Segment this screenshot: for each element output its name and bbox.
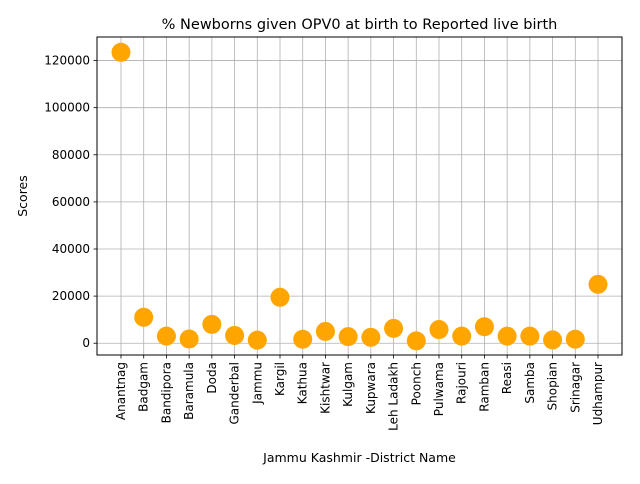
x-axis-label: Jammu Kashmir -District Name bbox=[262, 450, 456, 465]
data-point bbox=[134, 307, 154, 327]
data-point bbox=[315, 321, 335, 341]
data-point bbox=[270, 287, 290, 307]
x-tick-label: Rajouri bbox=[455, 362, 469, 404]
data-point bbox=[497, 326, 517, 346]
x-tick-label: Leh Ladakh bbox=[387, 362, 401, 431]
x-tick-label: Badgam bbox=[137, 362, 151, 412]
data-point bbox=[293, 329, 313, 349]
y-tick-label: 120000 bbox=[44, 54, 90, 68]
data-point bbox=[361, 327, 381, 347]
x-tick-label: Udhampur bbox=[591, 362, 605, 425]
x-tick-label: Anantnag bbox=[114, 362, 128, 420]
y-tick-label: 20000 bbox=[52, 289, 90, 303]
data-point bbox=[247, 330, 267, 350]
x-axis-ticks: Anantnag Badgam Bandipora Baramula Doda Gande… bbox=[114, 355, 605, 431]
y-tick-label: 0 bbox=[82, 336, 90, 350]
data-point bbox=[520, 326, 540, 346]
grid bbox=[97, 37, 622, 355]
x-tick-label: Samba bbox=[523, 362, 537, 404]
data-point bbox=[429, 320, 449, 340]
x-tick-label: Kishtwar bbox=[318, 362, 332, 414]
x-tick-label: Shopian bbox=[546, 362, 560, 410]
y-tick-label: 60000 bbox=[52, 195, 90, 209]
data-point bbox=[406, 331, 426, 351]
data-points bbox=[111, 42, 608, 351]
x-tick-label: Jammu bbox=[250, 362, 264, 405]
y-tick-label: 80000 bbox=[52, 148, 90, 162]
x-tick-label: Poonch bbox=[409, 362, 423, 405]
data-point bbox=[474, 317, 494, 337]
y-tick-label: 40000 bbox=[52, 242, 90, 256]
data-point bbox=[179, 329, 199, 349]
x-tick-label: Kargil bbox=[273, 362, 287, 396]
data-point bbox=[111, 42, 131, 62]
data-point bbox=[384, 318, 404, 338]
x-tick-label: Reasi bbox=[500, 362, 514, 394]
y-axis-label: Scores bbox=[15, 175, 30, 217]
chart-title: % Newborns given OPV0 at birth to Report… bbox=[162, 17, 558, 33]
x-tick-label: Srinagar bbox=[568, 362, 582, 413]
data-point bbox=[156, 326, 176, 346]
x-tick-label: Kathua bbox=[296, 362, 310, 404]
data-point bbox=[565, 329, 585, 349]
x-tick-label: Ganderbal bbox=[228, 362, 242, 425]
x-tick-label: Doda bbox=[205, 362, 219, 394]
x-tick-label: Bandipora bbox=[159, 362, 173, 423]
data-point bbox=[225, 325, 245, 345]
x-tick-label: Kupwara bbox=[364, 362, 378, 414]
x-tick-label: Kulgam bbox=[341, 362, 355, 407]
data-point bbox=[543, 330, 563, 350]
y-tick-label: 100000 bbox=[44, 101, 90, 115]
data-point bbox=[338, 327, 358, 347]
plot-frame bbox=[96, 36, 623, 356]
data-point bbox=[452, 326, 472, 346]
data-point bbox=[202, 314, 222, 334]
data-point bbox=[588, 274, 608, 294]
x-tick-label: Baramula bbox=[182, 362, 196, 420]
x-tick-label: Pulwama bbox=[432, 362, 446, 416]
y-axis-ticks: 0 20000 40000 60000 80000 100000 120000 bbox=[44, 54, 97, 350]
x-tick-label: Ramban bbox=[477, 362, 491, 412]
